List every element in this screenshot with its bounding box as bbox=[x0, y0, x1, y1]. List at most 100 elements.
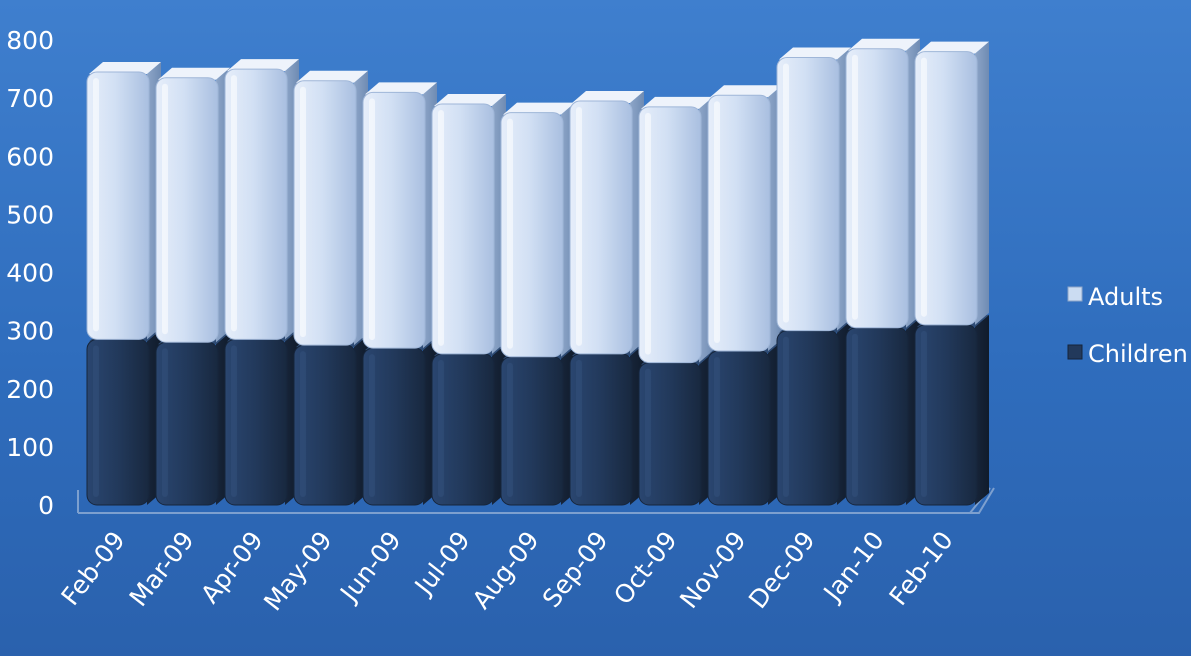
y-tick-label: 0 bbox=[38, 491, 54, 520]
x-tick-label: Apr-09 bbox=[195, 526, 269, 609]
legend-label-children: Children bbox=[1088, 340, 1188, 368]
bar-stack bbox=[224, 59, 299, 506]
x-tick-label: Oct-09 bbox=[608, 526, 683, 610]
bar-children-highlight bbox=[714, 356, 720, 497]
bar-adults-top bbox=[641, 96, 713, 109]
bar-adults-top bbox=[158, 67, 230, 80]
bar-adults bbox=[845, 48, 909, 329]
bar-children-highlight bbox=[162, 348, 168, 497]
bar-adults-top bbox=[779, 47, 851, 60]
bars-layer bbox=[86, 38, 989, 506]
bar-children-highlight bbox=[93, 345, 99, 497]
bar-adults-highlight bbox=[921, 57, 927, 317]
bar-adults-highlight bbox=[93, 77, 99, 332]
bar-adults-highlight bbox=[438, 109, 444, 346]
y-tick-label: 200 bbox=[6, 375, 54, 404]
bar-children-highlight bbox=[645, 368, 651, 497]
bar-adults bbox=[86, 71, 150, 340]
bar-children-highlight bbox=[783, 336, 789, 497]
bar-adults bbox=[707, 94, 771, 352]
bar-stack bbox=[569, 91, 644, 506]
bar-adults bbox=[914, 51, 978, 326]
bar-adults-top bbox=[710, 85, 782, 98]
y-tick-label: 300 bbox=[6, 317, 54, 346]
bar-adults-highlight bbox=[300, 86, 306, 338]
bar-stack bbox=[500, 102, 575, 506]
legend-item-adults: Adults bbox=[1067, 283, 1163, 311]
bar-adults bbox=[155, 77, 219, 343]
bar-adults-side bbox=[975, 41, 989, 325]
bar-adults bbox=[224, 68, 288, 340]
bar-children-highlight bbox=[231, 345, 237, 497]
bar-adults-top bbox=[848, 38, 920, 51]
bar-adults-top bbox=[89, 61, 161, 74]
y-axis-tick-labels: 0 100 200 300 400 500 600 700 800 bbox=[6, 26, 54, 520]
bar-stack bbox=[845, 38, 920, 506]
y-tick-label: 100 bbox=[6, 433, 54, 462]
bar-adults-top bbox=[434, 93, 506, 106]
x-tick-label: Jun-09 bbox=[333, 526, 406, 608]
x-tick-label: Dec-09 bbox=[743, 526, 821, 614]
bar-children-highlight bbox=[438, 359, 444, 497]
bar-children-highlight bbox=[921, 330, 927, 497]
bar-adults-highlight bbox=[369, 98, 375, 341]
bar-adults-top bbox=[296, 70, 368, 83]
bar-adults-top bbox=[917, 41, 989, 54]
y-tick-label: 800 bbox=[6, 26, 54, 55]
bar-children-highlight bbox=[576, 359, 582, 497]
bar-stack bbox=[431, 93, 506, 506]
bar-adults bbox=[431, 103, 495, 355]
bar-children-highlight bbox=[852, 333, 858, 497]
bar-adults bbox=[569, 100, 633, 355]
x-tick-label: Aug-09 bbox=[467, 526, 545, 615]
bar-stack bbox=[638, 96, 713, 506]
bar-adults bbox=[293, 80, 357, 346]
x-tick-label: Feb-09 bbox=[55, 526, 130, 611]
y-tick-label: 500 bbox=[6, 200, 54, 229]
y-tick-label: 600 bbox=[6, 142, 54, 171]
bar-adults-highlight bbox=[852, 54, 858, 320]
bar-stack bbox=[86, 61, 161, 506]
x-tick-label: Nov-09 bbox=[674, 526, 752, 614]
x-tick-label: Sep-09 bbox=[537, 526, 614, 613]
legend-swatch-adults bbox=[1067, 286, 1083, 302]
legend-item-children: Children bbox=[1067, 340, 1188, 368]
bar-adults-top bbox=[227, 59, 299, 72]
y-tick-label: 700 bbox=[6, 84, 54, 113]
legend: Adults Children bbox=[1067, 283, 1188, 368]
x-tick-label: Feb-10 bbox=[883, 526, 958, 611]
x-tick-label: Jan-10 bbox=[817, 526, 890, 608]
bar-adults bbox=[776, 56, 840, 332]
bar-adults bbox=[638, 106, 702, 364]
x-tick-label: Mar-09 bbox=[124, 526, 200, 612]
y-tick-label: 400 bbox=[6, 259, 54, 288]
legend-swatch-children bbox=[1067, 344, 1083, 360]
bar-stack bbox=[155, 67, 230, 506]
bar-adults-highlight bbox=[231, 75, 237, 332]
bar-children-highlight bbox=[507, 362, 513, 497]
bar-adults-top bbox=[503, 102, 575, 115]
legend-label-adults: Adults bbox=[1088, 283, 1163, 311]
bar-adults-highlight bbox=[507, 118, 513, 349]
bar-adults-highlight bbox=[162, 83, 168, 335]
x-tick-label: Jul-09 bbox=[408, 526, 476, 601]
bar-children-highlight bbox=[369, 354, 375, 497]
bar-adults-highlight bbox=[576, 107, 582, 346]
bar-stack bbox=[707, 85, 782, 506]
bar-adults-highlight bbox=[714, 101, 720, 343]
bar-stack bbox=[293, 70, 368, 506]
bar-adults-highlight bbox=[645, 112, 651, 355]
bar-stack bbox=[914, 41, 989, 506]
bar-adults-top bbox=[365, 82, 437, 95]
bar-children-highlight bbox=[300, 351, 306, 497]
bar-adults-highlight bbox=[783, 63, 789, 323]
x-tick-label: May-09 bbox=[258, 526, 338, 616]
bar-stack bbox=[776, 47, 851, 506]
bar-stack bbox=[362, 82, 437, 506]
bar-adults-top bbox=[572, 91, 644, 104]
bar-children-side bbox=[975, 314, 989, 505]
bar-adults bbox=[362, 91, 426, 349]
bar-adults bbox=[500, 112, 564, 358]
